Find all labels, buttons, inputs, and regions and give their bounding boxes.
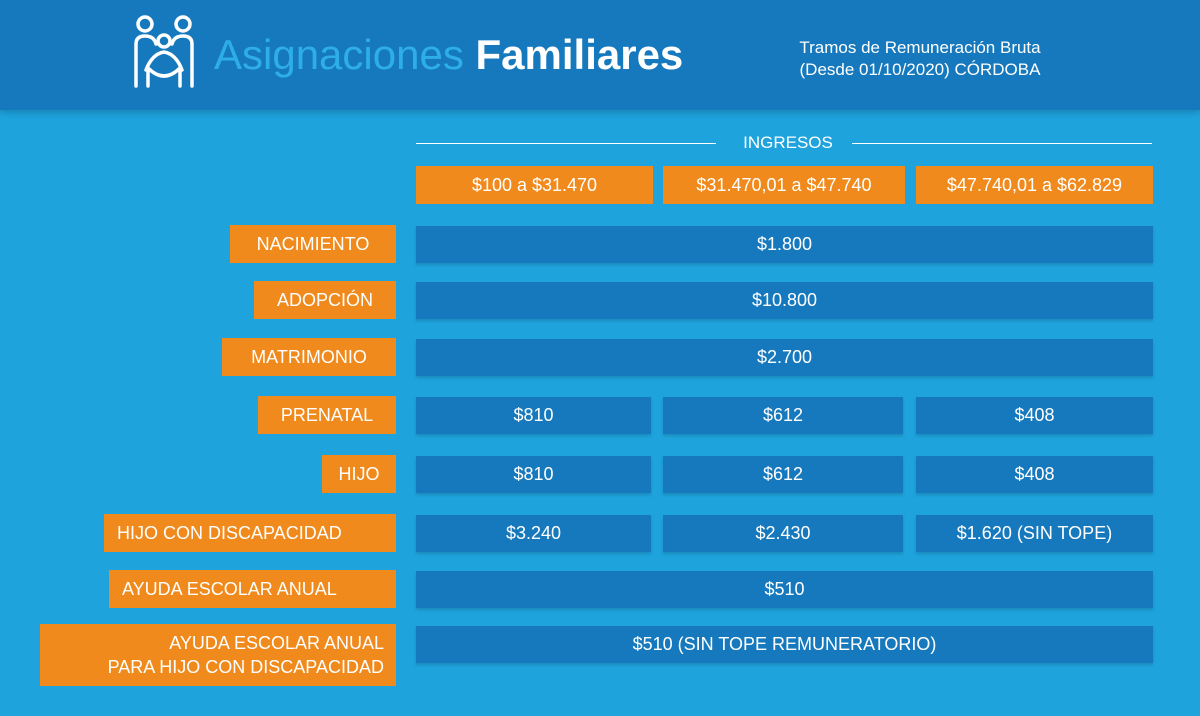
family-icon xyxy=(134,15,194,88)
row-label-ayuda-escolar: AYUDA ESCOLAR ANUAL xyxy=(109,570,396,608)
header-bar: Asignaciones Familiares Tramos de Remune… xyxy=(0,0,1200,110)
row-label-matrimonio: MATRIMONIO xyxy=(222,338,396,376)
value-adopcion: $10.800 xyxy=(416,282,1153,319)
subtitle-line-2: (Desde 01/10/2020) CÓRDOBA xyxy=(799,60,1041,79)
value-matrimonio: $2.700 xyxy=(416,339,1153,376)
row-label-hijo: HIJO xyxy=(322,455,396,493)
value-hijo-discapacidad-1: $3.240 xyxy=(416,515,651,552)
value-prenatal-3: $408 xyxy=(916,397,1153,434)
row-label-hijo-discapacidad: HIJO CON DISCAPACIDAD xyxy=(104,514,396,552)
value-prenatal-1: $810 xyxy=(416,397,651,434)
ingresos-divider-right xyxy=(852,143,1152,144)
value-prenatal-2: $612 xyxy=(663,397,903,434)
row-label-adopcion: ADOPCIÓN xyxy=(254,281,396,319)
label-line-1: AYUDA ESCOLAR ANUAL xyxy=(169,633,384,653)
column-header-1: $100 a $31.470 xyxy=(416,166,653,204)
title-light: Asignaciones xyxy=(214,31,464,78)
column-header-3: $47.740,01 a $62.829 xyxy=(916,166,1153,204)
value-hijo-discapacidad-2: $2.430 xyxy=(663,515,903,552)
row-label-prenatal: PRENATAL xyxy=(258,396,396,434)
value-hijo-1: $810 xyxy=(416,456,651,493)
value-hijo-2: $612 xyxy=(663,456,903,493)
value-ayuda-escolar: $510 xyxy=(416,571,1153,608)
ingresos-label: INGRESOS xyxy=(743,133,833,152)
column-header-2: $31.470,01 a $47.740 xyxy=(663,166,905,204)
subtitle-line-1: Tramos de Remuneración Bruta xyxy=(799,38,1041,57)
label-line-2: PARA HIJO CON DISCAPACIDAD xyxy=(107,657,384,677)
value-nacimiento: $1.800 xyxy=(416,226,1153,263)
ingresos-divider-left xyxy=(416,143,716,144)
title-bold: Familiares xyxy=(475,31,684,78)
row-label-nacimiento: NACIMIENTO xyxy=(230,225,396,263)
page-title: Asignaciones Familiares xyxy=(214,30,683,80)
subtitle: Tramos de Remuneración Bruta (Desde 01/1… xyxy=(770,37,1070,81)
value-ayuda-escolar-discapacidad: $510 (SIN TOPE REMUNERATORIO) xyxy=(416,626,1153,663)
value-hijo-3: $408 xyxy=(916,456,1153,493)
row-label-ayuda-escolar-discapacidad: AYUDA ESCOLAR ANUAL PARA HIJO CON DISCAP… xyxy=(40,624,396,686)
value-hijo-discapacidad-3: $1.620 (SIN TOPE) xyxy=(916,515,1153,552)
